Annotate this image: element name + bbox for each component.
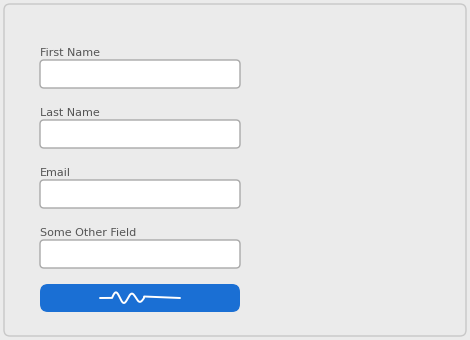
FancyBboxPatch shape bbox=[40, 240, 240, 268]
Text: Some Other Field: Some Other Field bbox=[40, 228, 136, 238]
Text: Last Name: Last Name bbox=[40, 108, 100, 118]
FancyBboxPatch shape bbox=[40, 60, 240, 88]
Text: Email: Email bbox=[40, 168, 71, 178]
FancyBboxPatch shape bbox=[40, 120, 240, 148]
FancyBboxPatch shape bbox=[40, 284, 240, 312]
FancyBboxPatch shape bbox=[40, 180, 240, 208]
FancyBboxPatch shape bbox=[4, 4, 466, 336]
Text: First Name: First Name bbox=[40, 48, 100, 58]
